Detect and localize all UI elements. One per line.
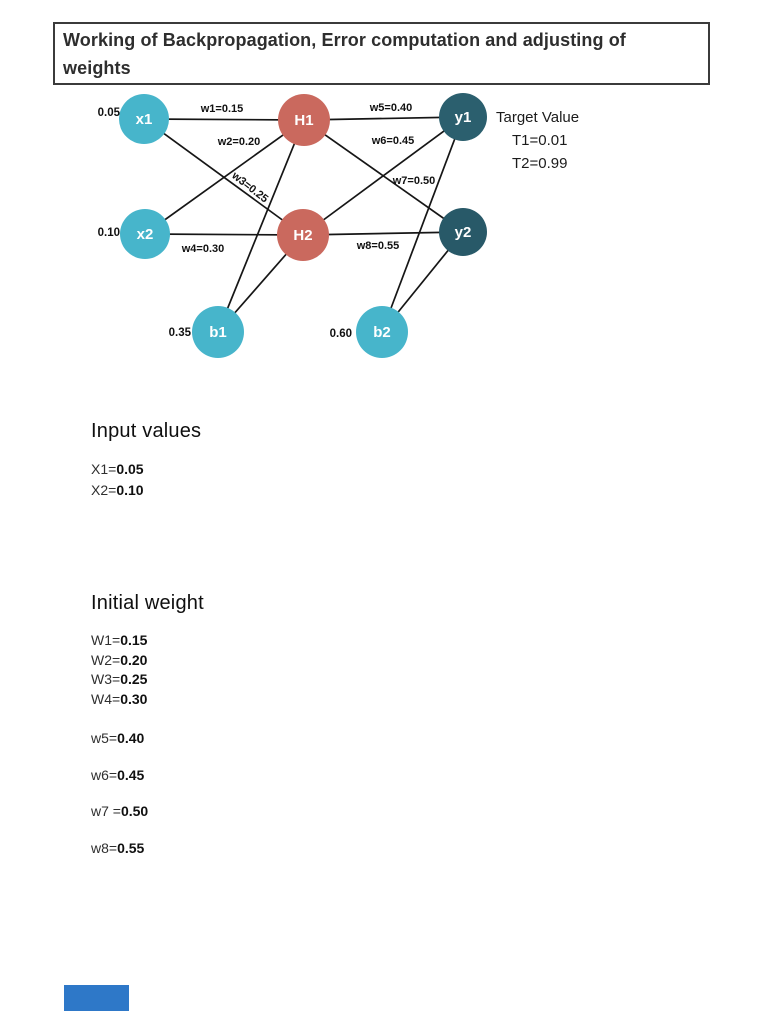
edge-label-w3: w3=0.25 [229,169,271,205]
weight-line-w1: W1=0.15 [91,631,204,651]
edge-labels: w1=0.15 w2=0.20 w3=0.25 w4=0.30 w5=0.40 … [181,102,436,255]
value-name: X2= [91,482,117,498]
weight-line-w8: w8=0.55 [91,839,204,856]
value-number: 0.25 [120,671,148,688]
value-number: 0.30 [120,690,148,707]
node-label-y2: y2 [455,224,472,241]
edge-b1-h1 [217,119,305,333]
node-x2 [120,209,170,259]
weight-line-w4: W4=0.30 [91,690,204,710]
node-value-x2: 0.10 [98,227,120,239]
value-number: 0.40 [117,730,145,747]
node-h2 [277,209,329,261]
value-number: 0.20 [120,651,148,668]
node-y1 [439,93,487,141]
section-initial-weight: Initial weight W1=0.15 W2=0.20 W3=0.25 W… [91,591,204,877]
weight-line-w2: W2=0.20 [91,651,204,671]
initial-weight-heading: Initial weight [91,592,204,614]
edge-h2-y2 [302,231,464,236]
title-box: Working of Backpropagation, Error comput… [53,22,710,85]
edge-b2-y2 [381,231,464,333]
edge-lines [143,116,464,333]
weight-line-w7: w7 =0.50 [91,804,204,819]
node-label-x1: x1 [136,111,153,128]
edge-b1-h2 [217,234,304,333]
node-value-x1: 0.05 [98,107,121,119]
value-name: W3= [91,671,121,688]
value-name: w7 = [91,803,121,820]
edge-x2-h1 [144,119,305,235]
edge-x1-h1 [143,118,305,121]
edge-x2-h2 [144,233,304,236]
weight-line-w6: w6=0.45 [91,766,204,783]
value-name: w8= [91,839,118,856]
node-b1 [192,306,244,358]
value-number: 0.50 [120,803,149,820]
input-values-heading: Input values [91,420,202,442]
weight-line-w3: W3=0.25 [91,670,204,690]
node-label-h1: H1 [294,112,313,129]
target-value-heading: Target Value [496,109,580,126]
edge-label-w7: w7=0.50 [392,175,436,187]
node-x1 [119,94,169,144]
edge-b2-y1 [381,116,464,333]
edge-label-w2: w2=0.20 [217,136,261,148]
edge-label-w4: w4=0.30 [181,243,225,255]
value-number: 0.55 [117,839,145,856]
target-value-block: Target Value T1=0.01 T2=0.99 [496,106,579,175]
value-name: W1= [91,632,121,648]
weight-group-lower: w5=0.40 w6=0.45 w7 =0.50 w8=0.55 [91,731,204,856]
value-number: 0.05 [116,461,144,477]
node-b2 [356,306,408,358]
nodes: x1 x2 H1 H2 y1 y2 b1 b2 [119,93,487,358]
value-number: 0.45 [117,766,145,783]
edge-label-w6: w6=0.45 [371,135,415,147]
document-title: Working of Backpropagation, Error comput… [63,30,626,78]
node-label-x2: x2 [137,226,154,243]
node-y2 [439,208,487,256]
node-value-labels: 0.05 0.10 0.35 0.60 [98,107,352,340]
target-line-t2: T2=0.99 [512,155,568,172]
value-name: w5= [91,730,118,747]
node-label-y1: y1 [455,109,472,126]
accent-bar [64,985,129,1011]
edge-x1-h2 [143,118,304,236]
section-input-values: Input values X1=0.05 X2=0.10 [91,419,201,501]
value-line-x1: X1=0.05 [91,459,201,480]
value-name: W4= [91,690,121,707]
target-line-t1: T1=0.01 [512,132,568,149]
edge-label-w1: w1=0.15 [200,103,244,115]
value-name: w6= [91,766,118,783]
edge-h1-y2 [303,119,464,233]
value-number: 0.10 [116,482,144,498]
weight-line-w5: w5=0.40 [91,731,204,746]
value-name: W2= [91,651,121,668]
node-value-b1: 0.35 [169,327,192,339]
value-name: X1= [91,461,117,477]
node-h1 [278,94,330,146]
node-value-b2: 0.60 [330,328,352,340]
node-label-h2: H2 [293,227,312,244]
value-line-x2: X2=0.10 [91,480,201,501]
edge-h1-y1 [303,116,464,121]
node-label-b2: b2 [373,324,391,341]
edge-h2-y1 [302,116,464,236]
edge-label-w5: w5=0.40 [369,102,413,114]
node-label-b1: b1 [209,324,227,341]
value-number: 0.15 [120,632,148,648]
edge-label-w8: w8=0.55 [356,240,400,252]
